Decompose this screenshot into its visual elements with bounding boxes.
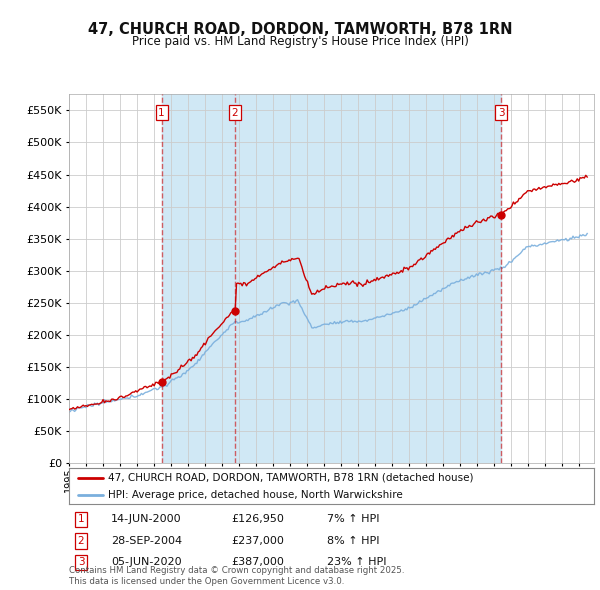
Text: 3: 3 xyxy=(77,558,85,567)
Text: 47, CHURCH ROAD, DORDON, TAMWORTH, B78 1RN: 47, CHURCH ROAD, DORDON, TAMWORTH, B78 1… xyxy=(88,22,512,37)
Text: 28-SEP-2004: 28-SEP-2004 xyxy=(111,536,182,546)
Text: HPI: Average price, detached house, North Warwickshire: HPI: Average price, detached house, Nort… xyxy=(109,490,403,500)
Text: Contains HM Land Registry data © Crown copyright and database right 2025.
This d: Contains HM Land Registry data © Crown c… xyxy=(69,566,404,586)
Text: 14-JUN-2000: 14-JUN-2000 xyxy=(111,514,182,524)
Text: 05-JUN-2020: 05-JUN-2020 xyxy=(111,558,182,567)
Text: 1: 1 xyxy=(158,108,165,118)
Text: 2: 2 xyxy=(232,108,238,118)
Text: 1: 1 xyxy=(77,514,85,524)
Text: 23% ↑ HPI: 23% ↑ HPI xyxy=(327,558,386,567)
Text: Price paid vs. HM Land Registry's House Price Index (HPI): Price paid vs. HM Land Registry's House … xyxy=(131,35,469,48)
Text: £126,950: £126,950 xyxy=(231,514,284,524)
Bar xyxy=(161,94,235,463)
Text: 47, CHURCH ROAD, DORDON, TAMWORTH, B78 1RN (detached house): 47, CHURCH ROAD, DORDON, TAMWORTH, B78 1… xyxy=(109,473,474,483)
Bar xyxy=(235,94,501,463)
Text: 7% ↑ HPI: 7% ↑ HPI xyxy=(327,514,380,524)
Text: 8% ↑ HPI: 8% ↑ HPI xyxy=(327,536,380,546)
Text: 2: 2 xyxy=(77,536,85,546)
Text: £237,000: £237,000 xyxy=(231,536,284,546)
Text: £387,000: £387,000 xyxy=(231,558,284,567)
Text: 3: 3 xyxy=(498,108,505,118)
